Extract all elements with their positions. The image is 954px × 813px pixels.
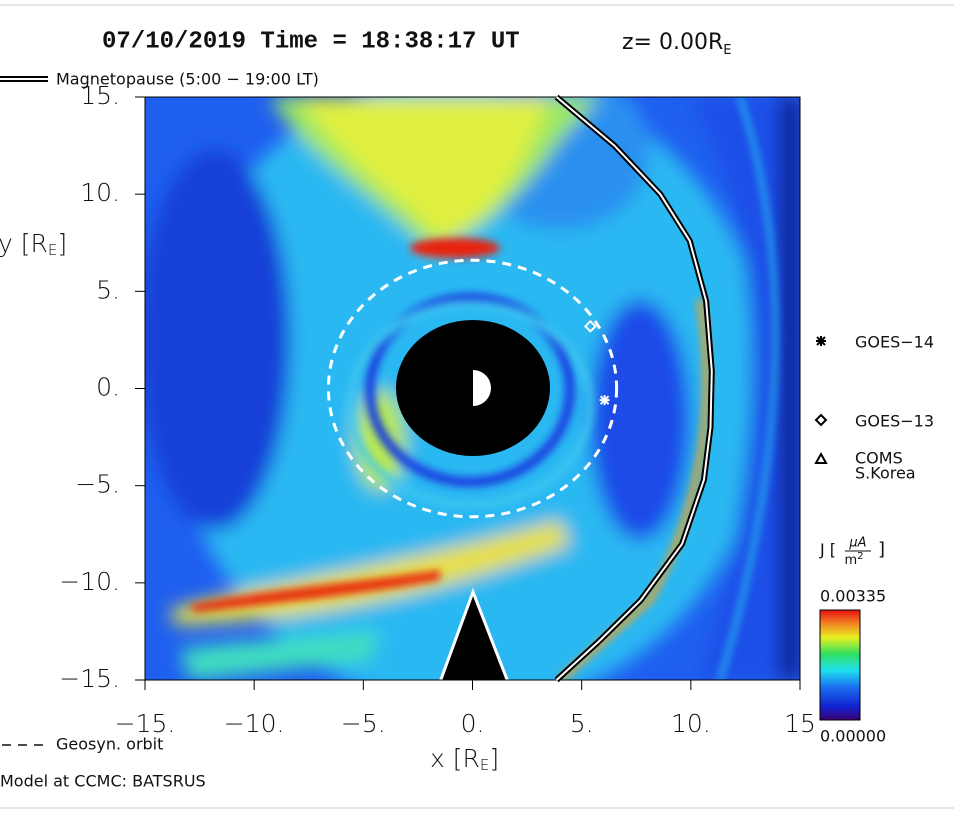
y-tick-label: −15. [59, 664, 120, 693]
y-tick-label: 15. [80, 81, 120, 110]
x-tick-label: 10. [671, 709, 711, 738]
y-tick-label: −5. [75, 470, 120, 499]
cbar-label-text: J [ [819, 540, 836, 559]
y-label-text: y [R [0, 229, 48, 258]
y-axis-label: y [RE] [0, 229, 67, 259]
x-tick-label: −10. [224, 709, 285, 738]
satellite-label: GOES−14 [855, 333, 934, 352]
y-label-close: ] [57, 229, 67, 258]
source: Model at CCMC: BATSRUS [0, 772, 206, 791]
satellite-label: GOES−13 [855, 412, 934, 431]
x-tick-label: −5. [341, 709, 386, 738]
y-tick-label: 10. [80, 178, 120, 207]
satellite-label: COMS [855, 449, 903, 468]
x-tick-label: 5. [570, 709, 594, 738]
cbar-unit-den: m2 [844, 551, 863, 568]
z-label-text: z= 0.00R [622, 30, 723, 55]
x-label-sub: E [480, 756, 489, 774]
chart-title: 07/10/2019 Time = 18:38:17 UT [102, 28, 520, 55]
magnetopause-core [555, 96, 713, 681]
wedge [439, 587, 509, 680]
geosyn-orbit [326, 258, 619, 519]
colorbar [819, 609, 861, 721]
x-tick-label: −15. [115, 709, 176, 738]
y-tick-label: 0. [96, 373, 120, 402]
cbar-label-close: ] [878, 539, 885, 560]
z-label: z= 0.00RE [622, 30, 731, 58]
satellite-marker [583, 319, 597, 333]
field-image [145, 97, 800, 680]
z-label-sub: E [723, 43, 731, 58]
y-tick-label: 5. [96, 275, 120, 304]
legend-marker [814, 451, 828, 464]
x-axis-label: x [RE] [430, 744, 499, 774]
cbar-den: m [844, 553, 857, 568]
cbar-unit-num: μA [848, 536, 866, 551]
x-label-text: x [R [430, 744, 480, 773]
legend-marker [814, 413, 828, 427]
y-tick-label: −10. [59, 567, 120, 596]
x-tick-label: 0. [461, 709, 485, 738]
x-tick-label: 15 [784, 709, 816, 738]
x-label-close: ] [489, 744, 499, 773]
satellite-marker [599, 395, 610, 406]
legend-label: Magnetopause (5:00 − 19:00 LT) [56, 70, 319, 89]
legend-label: Geosyn. orbit [56, 735, 163, 754]
legend-marker [816, 336, 826, 346]
satellite-label: S.Korea [855, 464, 916, 483]
y-label-sub: E [48, 241, 57, 259]
colorbar-label: J [ [819, 540, 836, 559]
colorbar-tick-label: 0.00000 [820, 727, 886, 746]
colorbar-tick-label: 0.00335 [820, 587, 886, 606]
cbar-den-sup: 2 [857, 551, 863, 562]
